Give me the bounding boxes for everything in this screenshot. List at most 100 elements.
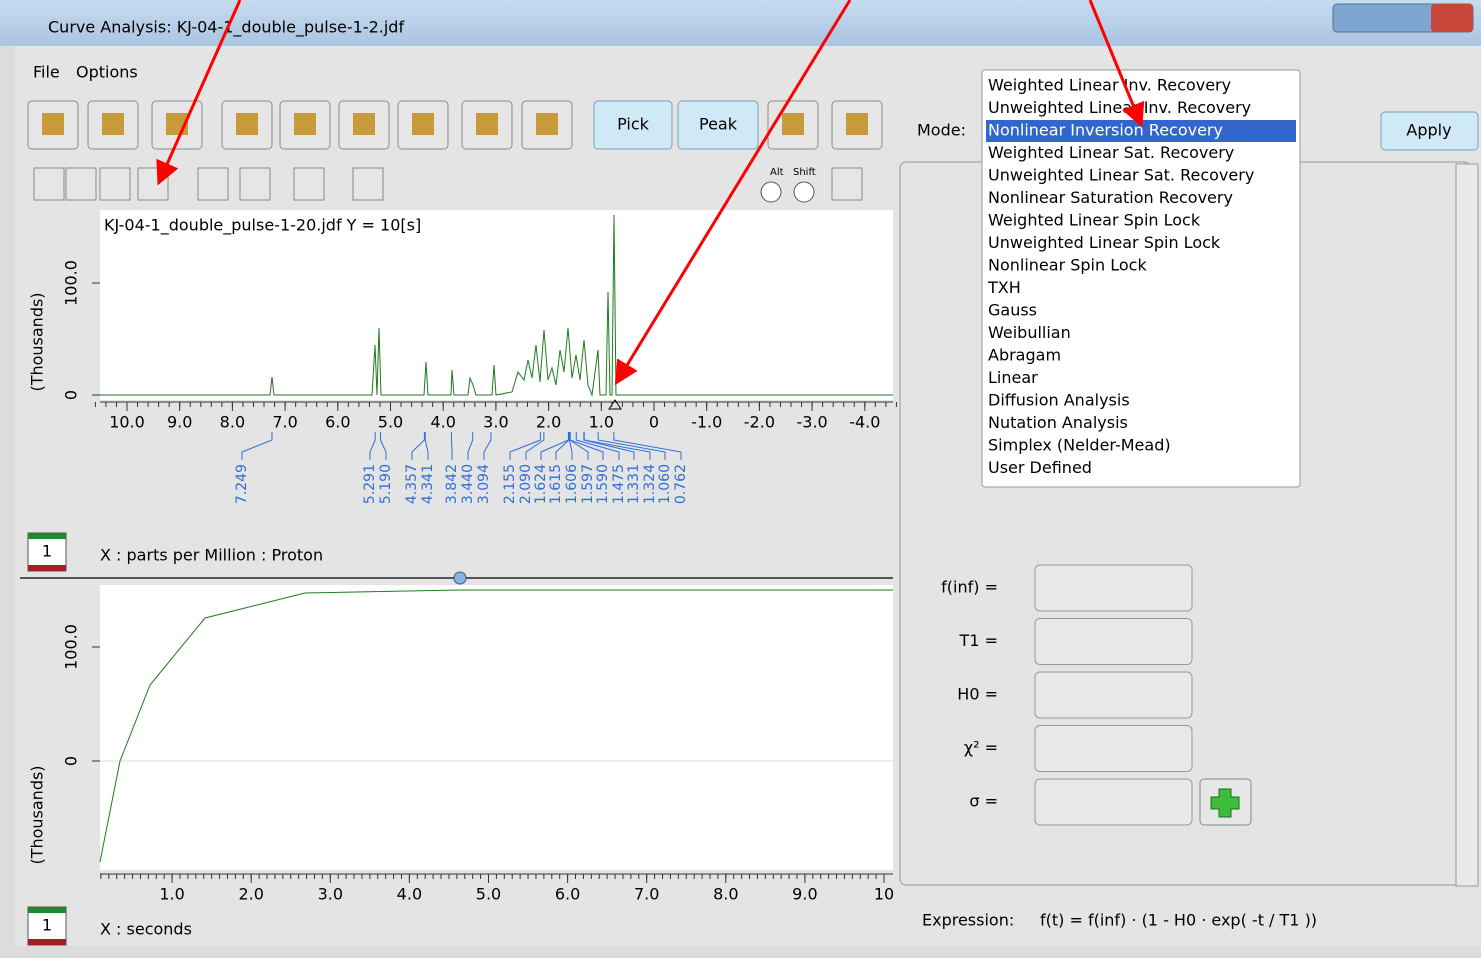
dropdown-option[interactable]: Nonlinear Inversion Recovery [988, 121, 1223, 140]
field-label: T1 = [959, 631, 998, 650]
tool-icon [42, 113, 64, 135]
dropdown-option[interactable]: Weighted Linear Spin Lock [988, 211, 1201, 230]
dropdown-option[interactable]: Nonlinear Spin Lock [988, 256, 1147, 275]
small-tool[interactable] [197, 167, 229, 201]
spectrum-x-label: X : parts per Million : Proton [100, 546, 323, 565]
peak-leader [241, 432, 273, 460]
decay-y-label: (Thousands) [28, 765, 47, 864]
dropdown-option[interactable]: Nonlinear Saturation Recovery [988, 188, 1233, 207]
peak-label: 1.597 [580, 464, 596, 504]
peak-leader [575, 432, 620, 460]
field-input[interactable] [1034, 725, 1193, 772]
menu-options[interactable]: Options [76, 63, 138, 82]
decay-curve [99, 589, 893, 863]
badge2-bottom [28, 939, 66, 945]
field-input[interactable] [1034, 564, 1193, 612]
peak-label: 3.094 [476, 464, 492, 504]
tool-icon [353, 113, 375, 135]
tool-icon [294, 113, 316, 135]
peak-leader [424, 432, 429, 460]
small-tool[interactable] [352, 167, 384, 201]
badge2[interactable] [27, 906, 67, 946]
badge2-top [28, 907, 66, 913]
dropdown-option[interactable]: Linear [988, 368, 1038, 387]
x-tick-label: 2.0 [536, 413, 561, 432]
splitter-handle[interactable] [453, 571, 467, 585]
peak-leader [483, 432, 492, 460]
small-tool[interactable] [293, 167, 325, 201]
pick-button[interactable] [593, 100, 673, 150]
decay-x-label: X : seconds [100, 920, 192, 939]
small-tool[interactable] [33, 167, 65, 201]
small-tool[interactable] [239, 167, 271, 201]
dropdown-option[interactable]: Weibullian [988, 323, 1071, 342]
dropdown-option[interactable]: Weighted Linear Sat. Recovery [988, 143, 1234, 162]
dropdown-option[interactable]: Abragam [988, 346, 1061, 365]
dropdown-option[interactable]: TXH [987, 278, 1021, 297]
peak-label: 5.291 [362, 464, 378, 504]
x-tick-label: 0 [649, 413, 659, 432]
peak-leader [583, 432, 651, 460]
badge[interactable] [27, 532, 67, 572]
peak-leader [509, 432, 541, 460]
field-input[interactable] [1034, 778, 1193, 826]
alt-toggle[interactable] [760, 181, 782, 203]
peak-label: 0.762 [673, 464, 689, 504]
y-tick-label: 100.0 [62, 624, 81, 670]
field-label: σ = [969, 792, 998, 811]
dropdown-option[interactable]: Simplex (Nelder-Mead) [988, 436, 1171, 455]
x-tick-label: -4.0 [849, 413, 880, 432]
small-tool[interactable] [65, 167, 97, 201]
x-tick-label: 5.0 [378, 413, 403, 432]
dropdown-option[interactable]: User Defined [988, 458, 1092, 477]
apply-button[interactable] [1380, 111, 1479, 151]
x-tick-label: 5.0 [476, 885, 501, 904]
dropdown-option[interactable]: Weighted Linear Inv. Recovery [988, 76, 1231, 95]
x-tick-label: 4.0 [397, 885, 422, 904]
spectrum-trace [100, 214, 893, 397]
field-label: f(inf) = [941, 578, 998, 597]
x-tick-label: 6.0 [325, 413, 350, 432]
shift-label: Shift [793, 167, 816, 178]
annotation-arrows [156, 0, 1145, 386]
peak-leader [525, 432, 545, 460]
x-tick-label: 9.0 [167, 413, 192, 432]
peak-label: 1.590 [595, 464, 611, 504]
peak-label: 1.606 [564, 464, 580, 504]
expression: f(t) = f(inf) · (1 - H0 · exp( -t / T1 )… [1040, 911, 1317, 930]
alt-label: Alt [770, 167, 784, 178]
tool-icon [536, 113, 558, 135]
close-button[interactable] [1431, 4, 1473, 32]
dropdown-option[interactable]: Unweighted Linear Inv. Recovery [988, 98, 1251, 117]
x-tick-label: 2.0 [238, 885, 263, 904]
peak-leader [467, 432, 474, 460]
peak-label: 2.155 [502, 464, 518, 504]
dropdown-option[interactable]: Unweighted Linear Spin Lock [988, 233, 1221, 252]
field-input[interactable] [1034, 671, 1193, 719]
dropdown-option[interactable]: Nutation Analysis [988, 413, 1128, 432]
pick-label: Pick [617, 115, 650, 134]
small-tool[interactable] [831, 167, 863, 201]
dropdown-option[interactable]: Gauss [988, 301, 1037, 320]
peak-label: 4.341 [420, 464, 436, 504]
y-tick-label: 0 [62, 756, 81, 766]
small-tool[interactable] [99, 167, 131, 201]
peak-label: 2.090 [518, 464, 534, 504]
x-tick-label: 10.0 [109, 413, 145, 432]
peak-label: 1.324 [642, 464, 658, 504]
dropdown-option[interactable]: Unweighted Linear Sat. Recovery [988, 166, 1254, 185]
peak-label: 1.060 [657, 464, 673, 504]
field-input[interactable] [1034, 618, 1193, 665]
mode-label: Mode: [917, 121, 966, 140]
mode-dropdown: Weighted Linear Inv. Recovery Unweighted … [981, 69, 1301, 488]
menu-file[interactable]: File [33, 63, 60, 82]
fields: f(inf) = T1 = H0 = χ² = σ = [941, 564, 1193, 826]
badge-bottom [28, 565, 66, 571]
dropdown-option[interactable]: Diffusion Analysis [988, 391, 1130, 410]
scrollbar[interactable] [1455, 163, 1479, 887]
peak-button[interactable] [677, 100, 759, 150]
badge-label: 1 [42, 542, 52, 561]
shift-toggle[interactable] [793, 181, 815, 203]
